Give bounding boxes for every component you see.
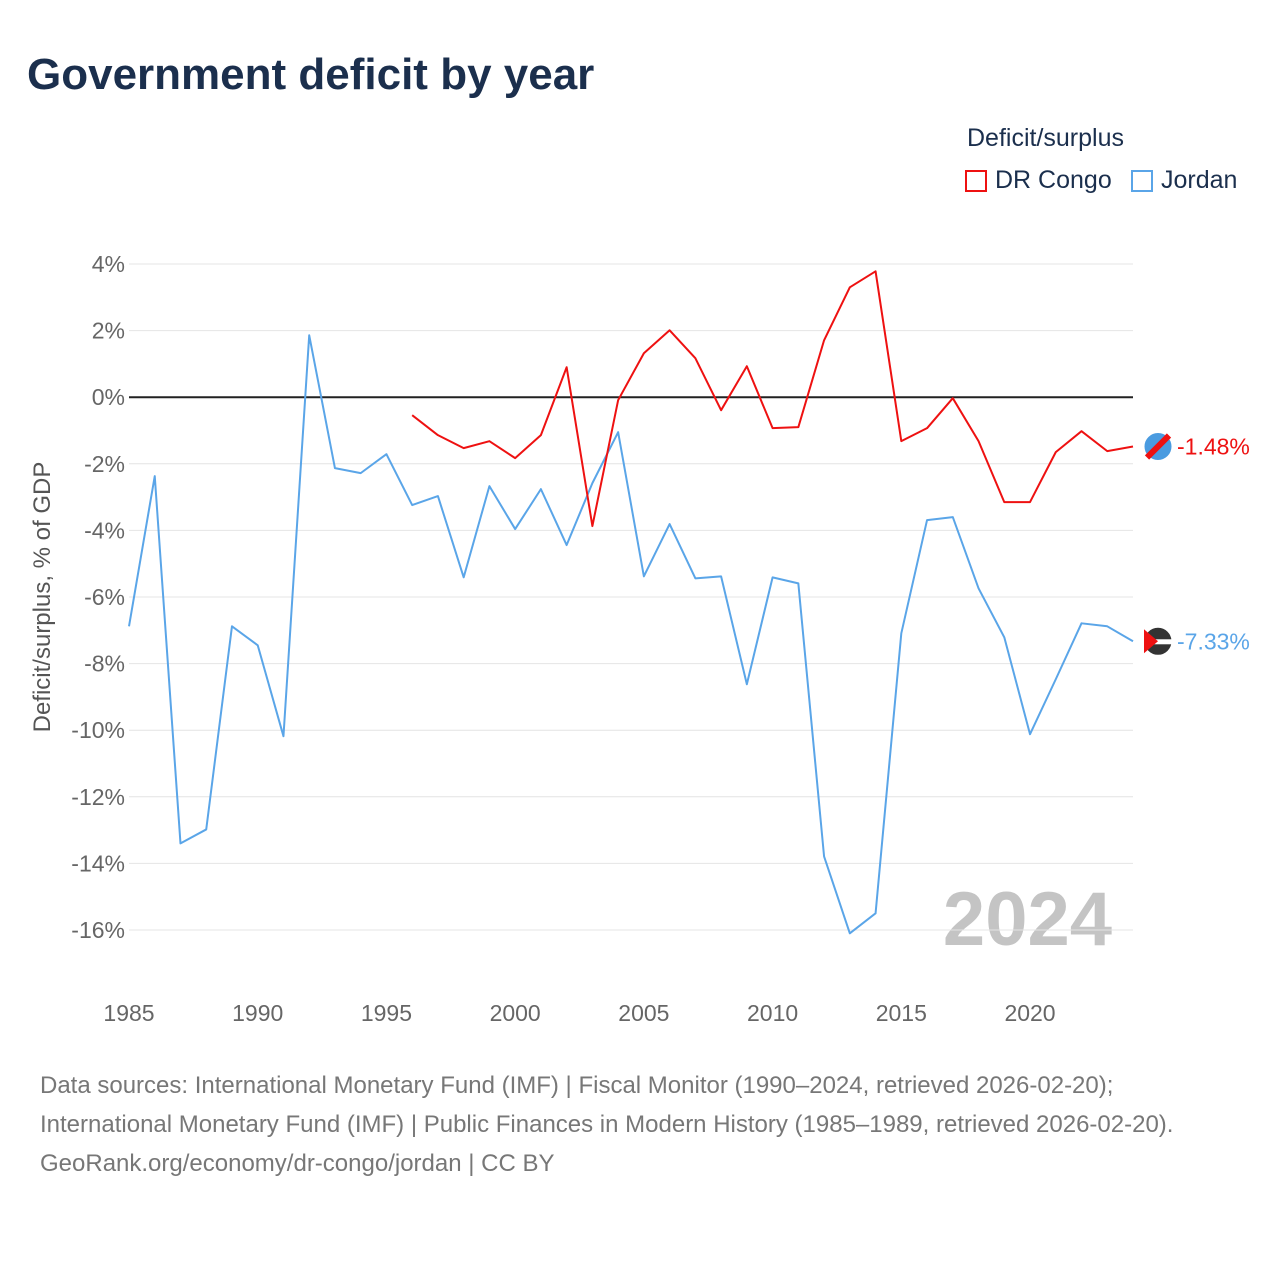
x-tick-label: 1995 (361, 1000, 412, 1026)
legend-item-dr-congo[interactable]: DR Congo (965, 166, 1112, 195)
legend-label: Jordan (1161, 166, 1238, 194)
line-chart: 2024 4% 2% 0% -2% -4% -6% -8% -10% -12% -14% -16% 19… (29, 251, 1250, 1026)
y-tick-label: -10% (71, 717, 125, 743)
x-tick-label: 2005 (618, 1000, 669, 1026)
flag-triangle (1144, 629, 1158, 654)
data-sources: Data sources: International Monetary Fun… (40, 1072, 1174, 1138)
y-tick-label: -4% (84, 517, 125, 543)
legend-title: Deficit/surplus (967, 124, 1124, 152)
y-tick-label: -2% (84, 451, 125, 477)
credit-link[interactable]: GeoRank.org/economy/dr-congo/jordan | CC… (40, 1150, 555, 1177)
series-line-dr-congo (411, 270, 1134, 528)
x-tick-label: 1990 (232, 1000, 283, 1026)
end-value-label: -7.33% (1177, 628, 1250, 654)
end-value-label: -1.48% (1177, 433, 1250, 459)
x-tick-label: 2020 (1004, 1000, 1055, 1026)
x-tick-label: 1985 (103, 1000, 154, 1026)
chart-title: Government deficit by year (27, 50, 595, 99)
y-tick-label: -6% (84, 584, 125, 610)
y-tick-label: -12% (71, 784, 125, 810)
y-tick-label: -8% (84, 651, 125, 677)
y-tick-label: 0% (92, 384, 125, 410)
y-tick-label: -16% (71, 917, 125, 943)
legend-swatch-dr-congo (965, 169, 987, 192)
series-line-jordan (128, 334, 1134, 935)
legend-item-jordan[interactable]: Jordan (1131, 166, 1237, 195)
y-tick-label: 2% (92, 318, 125, 344)
x-tick-label: 2010 (747, 1000, 798, 1026)
y-axis-label: Deficit/surplus, % of GDP (29, 462, 56, 733)
x-tick-label: 2000 (490, 1000, 541, 1026)
x-tick-label: 2015 (876, 1000, 927, 1026)
flag-stripe (1144, 639, 1172, 645)
legend-swatch-jordan (1131, 169, 1153, 192)
y-tick-label: 4% (92, 251, 125, 277)
y-tick-label: -14% (71, 850, 125, 876)
flag-stripe (1144, 433, 1172, 460)
legend-label: DR Congo (995, 166, 1112, 194)
footer: Data sources: International Monetary Fun… (40, 1066, 1240, 1183)
year-watermark: 2024 (943, 877, 1112, 962)
